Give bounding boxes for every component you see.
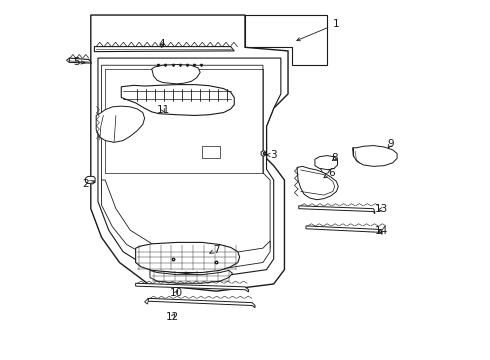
Text: 13: 13 — [375, 204, 388, 215]
Polygon shape — [148, 298, 255, 308]
Text: 11: 11 — [157, 105, 170, 115]
Text: 9: 9 — [387, 139, 393, 149]
Polygon shape — [150, 270, 232, 283]
Polygon shape — [315, 156, 338, 170]
Polygon shape — [101, 65, 270, 266]
Polygon shape — [95, 46, 234, 51]
Polygon shape — [122, 85, 234, 116]
Polygon shape — [261, 150, 266, 156]
Text: 1: 1 — [297, 19, 340, 41]
Text: 7: 7 — [210, 245, 220, 255]
Text: 10: 10 — [170, 288, 183, 298]
FancyBboxPatch shape — [202, 146, 220, 158]
Polygon shape — [91, 15, 288, 291]
Polygon shape — [101, 180, 270, 270]
Polygon shape — [69, 58, 92, 63]
Text: 8: 8 — [331, 153, 338, 163]
Polygon shape — [245, 15, 327, 65]
Text: 2: 2 — [82, 179, 95, 189]
Polygon shape — [96, 106, 145, 142]
Polygon shape — [85, 176, 95, 184]
Text: 6: 6 — [324, 168, 334, 178]
Polygon shape — [306, 226, 382, 234]
Text: 3: 3 — [267, 150, 277, 160]
Polygon shape — [136, 242, 240, 273]
Polygon shape — [152, 64, 200, 84]
Polygon shape — [320, 168, 330, 174]
Text: 12: 12 — [166, 312, 179, 322]
Text: 5: 5 — [73, 57, 85, 67]
Polygon shape — [297, 166, 338, 200]
Polygon shape — [353, 145, 397, 166]
Text: 14: 14 — [375, 226, 388, 236]
Polygon shape — [299, 206, 375, 214]
Text: 4: 4 — [158, 39, 165, 49]
Polygon shape — [136, 283, 248, 292]
Polygon shape — [145, 298, 148, 304]
Polygon shape — [98, 58, 281, 277]
